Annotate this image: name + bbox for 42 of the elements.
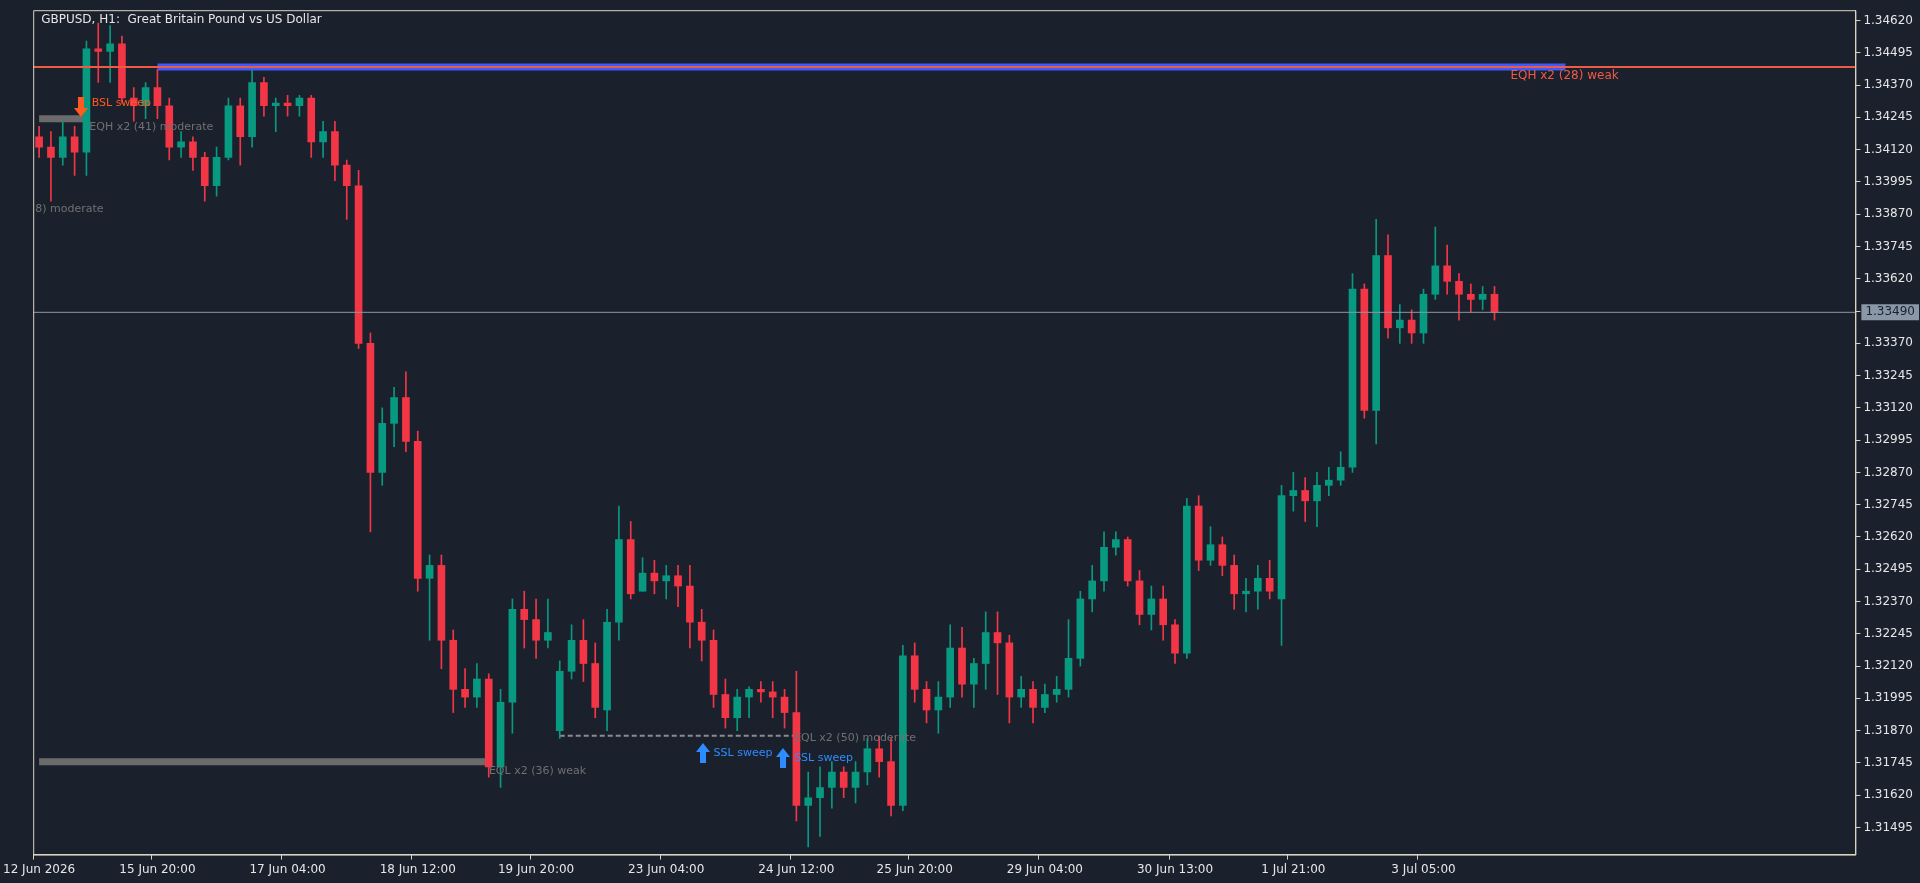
x-tick-label: 25 Jun 20:00	[876, 861, 953, 876]
y-tick-label: 1.33995	[1863, 174, 1913, 189]
y-tick-label: 1.33620	[1863, 270, 1913, 285]
x-tick-label: 3 Jul 05:00	[1391, 861, 1456, 876]
y-tick-label: 1.31620	[1863, 787, 1913, 802]
x-tick-label: 12 Jun 2026	[3, 861, 76, 876]
x-tick-label: 1 Jul 21:00	[1261, 861, 1326, 876]
y-tick-label: 1.34620	[1863, 12, 1913, 27]
x-tick-label: 30 Jun 13:00	[1136, 861, 1214, 876]
y-tick-label: 1.33370	[1863, 335, 1913, 350]
annotation: 8) moderate	[35, 202, 104, 216]
y-tick-label: 1.32495	[1863, 561, 1913, 576]
y-tick-label: 1.32620	[1863, 529, 1913, 544]
y-tick-label: 1.31495	[1863, 819, 1913, 834]
y-tick-label: 1.32995	[1863, 432, 1913, 447]
annotation: SSL sweep	[713, 746, 773, 760]
x-tick-label: 23 Jun 04:00	[628, 861, 705, 876]
y-tick-label: 1.33120	[1863, 399, 1913, 414]
y-tick-label: 1.33245	[1863, 367, 1913, 382]
y-tick-label: 1.34120	[1863, 141, 1913, 156]
y-tick-label: 1.32745	[1863, 496, 1913, 511]
y-tick-label: 1.33745	[1863, 238, 1913, 253]
y-tick-label: 1.31995	[1863, 690, 1913, 705]
y-tick-label: 1.34370	[1863, 77, 1913, 92]
x-tick-label: 18 Jun 12:00	[379, 861, 456, 876]
x-tick-label: 19 Jun 20:00	[497, 861, 575, 876]
y-tick-label: 1.34495	[1863, 44, 1913, 59]
x-tick-label: 17 Jun 04:00	[249, 861, 326, 876]
y-tick-label: 1.32120	[1863, 658, 1913, 673]
y-tick-label: 1.32870	[1863, 464, 1913, 479]
ref-line-label: 1.33490	[1865, 304, 1915, 319]
x-tick-label: 24 Jun 12:00	[758, 861, 835, 876]
x-tick-label: 15 Jun 20:00	[119, 861, 196, 876]
y-tick-label: 1.34245	[1863, 109, 1913, 124]
y-tick-label: 1.33870	[1863, 206, 1913, 221]
y-tick-label: 1.32245	[1863, 625, 1913, 640]
chart-title: GBPUSD, H1: Great Britain Pound vs US Dollar	[41, 12, 322, 27]
y-tick-label: 1.31745	[1863, 755, 1913, 770]
ref-line-label: EQH x2 (28) weak	[1510, 68, 1619, 83]
y-tick-label: 1.31870	[1863, 722, 1913, 737]
x-tick-label: 29 Jun 04:00	[1006, 861, 1083, 876]
y-tick-label: 1.32370	[1863, 593, 1913, 608]
